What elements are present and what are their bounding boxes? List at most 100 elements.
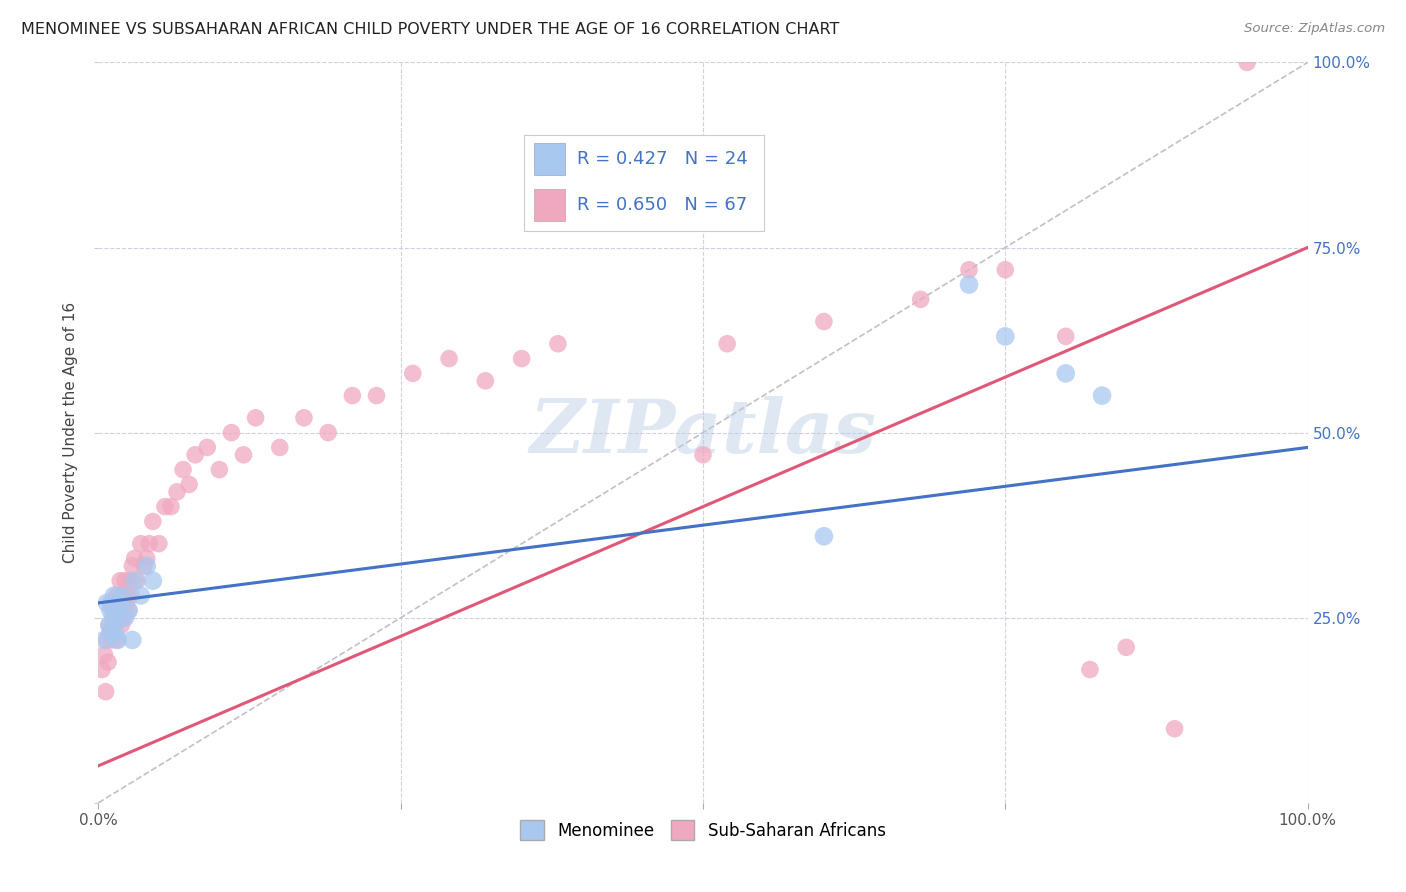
Point	[94, 685, 117, 699]
Point	[100, 596, 122, 610]
Point	[96, 632, 118, 647]
Point	[716, 336, 738, 351]
Point	[134, 558, 156, 573]
Point	[118, 603, 141, 617]
Point	[135, 551, 157, 566]
Point	[269, 441, 291, 455]
Point	[111, 589, 134, 603]
Point	[474, 374, 496, 388]
Point	[402, 367, 425, 381]
Point	[104, 610, 127, 624]
Point	[138, 536, 160, 550]
Point	[366, 388, 388, 402]
Point	[957, 277, 980, 292]
Point	[108, 574, 131, 588]
Point	[910, 293, 932, 307]
Point	[142, 574, 165, 588]
Point	[100, 625, 122, 640]
Point	[1163, 722, 1185, 736]
Point	[107, 632, 129, 647]
Point	[105, 632, 128, 647]
Point	[100, 632, 122, 647]
Point	[1236, 55, 1258, 70]
Point	[103, 589, 125, 603]
Point	[129, 589, 152, 603]
Point	[179, 477, 201, 491]
Point	[118, 574, 141, 588]
Point	[813, 314, 835, 328]
Point	[104, 625, 127, 640]
Point	[103, 618, 125, 632]
Text: ZIPatlas: ZIPatlas	[530, 396, 876, 469]
Point	[108, 596, 131, 610]
Point	[135, 558, 157, 573]
Point	[1078, 663, 1101, 677]
Point	[93, 632, 115, 647]
Point	[994, 329, 1017, 343]
Point	[148, 536, 170, 550]
Point	[208, 462, 231, 476]
Point	[100, 625, 122, 640]
Point	[342, 388, 364, 402]
Text: MENOMINEE VS SUBSAHARAN AFRICAN CHILD POVERTY UNDER THE AGE OF 16 CORRELATION CH: MENOMINEE VS SUBSAHARAN AFRICAN CHILD PO…	[21, 22, 839, 37]
Point	[115, 596, 138, 610]
Text: Source: ZipAtlas.com: Source: ZipAtlas.com	[1244, 22, 1385, 36]
Point	[107, 596, 129, 610]
Point	[98, 618, 121, 632]
Point	[994, 262, 1017, 277]
Point	[105, 589, 128, 603]
Legend: Menominee, Sub-Saharan Africans: Menominee, Sub-Saharan Africans	[513, 814, 893, 847]
Point	[160, 500, 183, 514]
Y-axis label: Child Poverty Under the Age of 16: Child Poverty Under the Age of 16	[63, 302, 79, 563]
Point	[97, 655, 120, 669]
Point	[1091, 388, 1114, 402]
Point	[114, 574, 136, 588]
Point	[245, 410, 267, 425]
Point	[100, 603, 122, 617]
Point	[110, 618, 132, 632]
Point	[112, 610, 135, 624]
Text: R = 0.427   N = 24: R = 0.427 N = 24	[578, 150, 748, 168]
Point	[166, 484, 188, 499]
Point	[96, 596, 118, 610]
Point	[120, 589, 142, 603]
Point	[124, 574, 146, 588]
Point	[101, 603, 124, 617]
Point	[127, 574, 149, 588]
Point	[114, 610, 136, 624]
Point	[124, 551, 146, 566]
Point	[121, 632, 143, 647]
Point	[121, 558, 143, 573]
Point	[101, 610, 124, 624]
Point	[93, 648, 115, 662]
FancyBboxPatch shape	[534, 189, 565, 221]
Point	[437, 351, 460, 366]
Point	[316, 425, 339, 440]
Point	[184, 448, 207, 462]
Point	[547, 336, 569, 351]
Point	[1054, 329, 1077, 343]
Point	[692, 448, 714, 462]
Point	[108, 610, 131, 624]
Point	[1054, 367, 1077, 381]
Point	[957, 262, 980, 277]
Point	[1115, 640, 1137, 655]
Point	[232, 448, 254, 462]
Point	[105, 610, 128, 624]
Point	[153, 500, 176, 514]
Point	[91, 663, 114, 677]
Point	[129, 536, 152, 550]
Point	[510, 351, 533, 366]
Point	[172, 462, 194, 476]
Point	[111, 589, 134, 603]
Point	[142, 515, 165, 529]
Point	[98, 618, 121, 632]
Point	[195, 441, 218, 455]
Point	[813, 529, 835, 543]
Point	[221, 425, 243, 440]
FancyBboxPatch shape	[534, 144, 565, 175]
Point	[117, 589, 139, 603]
Text: R = 0.650   N = 67: R = 0.650 N = 67	[578, 196, 748, 214]
Point	[118, 603, 141, 617]
Point	[292, 410, 315, 425]
